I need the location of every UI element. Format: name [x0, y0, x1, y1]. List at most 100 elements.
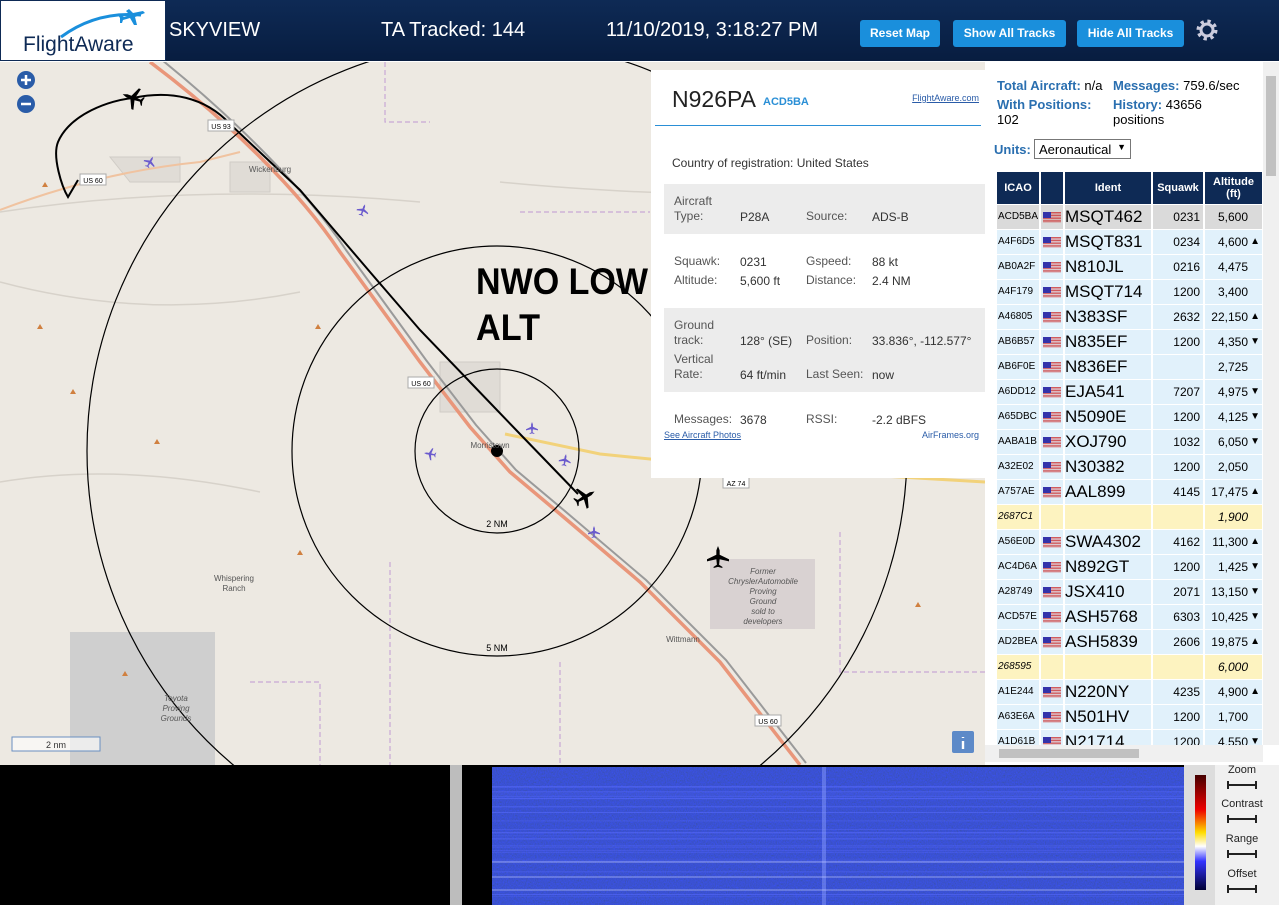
- table-cell[interactable]: 4,600 ▲: [1205, 230, 1262, 254]
- zoom-controls[interactable]: [17, 71, 35, 113]
- table-cell[interactable]: 2,050: [1205, 455, 1262, 479]
- aircraft-marker[interactable]: [588, 526, 600, 538]
- table-cell[interactable]: 1200: [1153, 555, 1203, 579]
- table-cell[interactable]: 1032: [1153, 430, 1203, 454]
- table-cell[interactable]: 4,975 ▼: [1205, 380, 1262, 404]
- table-cell[interactable]: 10,425 ▼: [1205, 605, 1262, 629]
- table-cell[interactable]: 1,900: [1205, 505, 1262, 529]
- logo[interactable]: FlightAware: [0, 0, 166, 61]
- table-cell[interactable]: A28749: [997, 580, 1039, 604]
- table-cell[interactable]: A4F179: [997, 280, 1039, 304]
- scroll-thumb[interactable]: [1266, 76, 1276, 176]
- table-cell[interactable]: [1041, 305, 1063, 329]
- table-cell[interactable]: 0234: [1153, 230, 1203, 254]
- table-cell[interactable]: [1041, 580, 1063, 604]
- aircraft-marker[interactable]: [355, 202, 370, 217]
- airframes-link[interactable]: AirFrames.org: [921, 430, 979, 440]
- table-cell[interactable]: 6,000: [1205, 655, 1262, 679]
- table-cell[interactable]: [1041, 530, 1063, 554]
- table-cell[interactable]: 4,125 ▼: [1205, 405, 1262, 429]
- table-cell[interactable]: [1041, 405, 1063, 429]
- table-cell[interactable]: 1200: [1153, 455, 1203, 479]
- column-header[interactable]: Squawk: [1153, 172, 1203, 204]
- table-cell[interactable]: 2,725: [1205, 355, 1262, 379]
- table-cell[interactable]: 0216: [1153, 255, 1203, 279]
- table-cell[interactable]: 6303: [1153, 605, 1203, 629]
- table-cell[interactable]: [1041, 505, 1063, 529]
- aircraft-marker[interactable]: [119, 84, 147, 112]
- column-header[interactable]: Altitude (ft): [1205, 172, 1262, 204]
- aircraft-marker[interactable]: [423, 447, 437, 461]
- settings-icon[interactable]: [1195, 18, 1219, 42]
- column-header[interactable]: ICAO: [997, 172, 1039, 204]
- table-cell[interactable]: 3,400: [1205, 280, 1262, 304]
- table-cell[interactable]: [1041, 730, 1063, 745]
- table-cell[interactable]: AD2BEA: [997, 630, 1039, 654]
- table-cell[interactable]: [1041, 355, 1063, 379]
- aircraft-marker[interactable]: [142, 154, 158, 170]
- table-cell[interactable]: ACD57E: [997, 605, 1039, 629]
- table-cell[interactable]: [1041, 705, 1063, 729]
- table-cell[interactable]: A56E0D: [997, 530, 1039, 554]
- aircraft-marker[interactable]: [558, 453, 572, 467]
- table-cell[interactable]: EJA541: [1065, 380, 1151, 404]
- table-cell[interactable]: 4162: [1153, 530, 1203, 554]
- hide-tracks-button[interactable]: Hide All Tracks: [1077, 20, 1184, 47]
- table-cell[interactable]: [1153, 355, 1203, 379]
- table-cell[interactable]: 6,050 ▼: [1205, 430, 1262, 454]
- table-cell[interactable]: N501HV: [1065, 705, 1151, 729]
- table-cell[interactable]: [1041, 255, 1063, 279]
- horizontal-scrollbar[interactable]: [985, 745, 1263, 762]
- table-cell[interactable]: ASH5768: [1065, 605, 1151, 629]
- table-cell[interactable]: 11,300 ▲: [1205, 530, 1262, 554]
- table-cell[interactable]: 2632: [1153, 305, 1203, 329]
- table-cell[interactable]: [1041, 455, 1063, 479]
- table-cell[interactable]: [1041, 680, 1063, 704]
- table-cell[interactable]: A757AE: [997, 480, 1039, 504]
- table-cell[interactable]: MSQT831: [1065, 230, 1151, 254]
- table-cell[interactable]: N836EF: [1065, 355, 1151, 379]
- table-cell[interactable]: 1,700: [1205, 705, 1262, 729]
- show-tracks-button[interactable]: Show All Tracks: [953, 20, 1066, 47]
- table-cell[interactable]: AABA1B: [997, 430, 1039, 454]
- table-cell[interactable]: 1200: [1153, 730, 1203, 745]
- table-cell[interactable]: N30382: [1065, 455, 1151, 479]
- table-cell[interactable]: [1153, 655, 1203, 679]
- table-cell[interactable]: AAL899: [1065, 480, 1151, 504]
- table-cell[interactable]: SWA4302: [1065, 530, 1151, 554]
- table-cell[interactable]: A1D61B: [997, 730, 1039, 745]
- table-cell[interactable]: A65DBC: [997, 405, 1039, 429]
- table-cell[interactable]: ACD5BA: [997, 205, 1039, 229]
- table-cell[interactable]: [1041, 205, 1063, 229]
- table-cell[interactable]: [1041, 280, 1063, 304]
- units-select[interactable]: Aeronautical ▼: [1034, 139, 1131, 159]
- table-cell[interactable]: 1,425 ▼: [1205, 555, 1262, 579]
- table-cell[interactable]: [1041, 380, 1063, 404]
- table-cell[interactable]: 7207: [1153, 380, 1203, 404]
- photos-link[interactable]: See Aircraft Photos: [664, 430, 742, 440]
- table-cell[interactable]: 2071: [1153, 580, 1203, 604]
- table-cell[interactable]: [1041, 430, 1063, 454]
- table-cell[interactable]: N835EF: [1065, 330, 1151, 354]
- table-cell[interactable]: N892GT: [1065, 555, 1151, 579]
- table-cell[interactable]: 5,600: [1205, 205, 1262, 229]
- table-cell[interactable]: XOJ790: [1065, 430, 1151, 454]
- table-cell[interactable]: 4,900 ▲: [1205, 680, 1262, 704]
- table-cell[interactable]: 2687C1: [997, 505, 1039, 529]
- column-header[interactable]: [1041, 172, 1063, 204]
- aircraft-marker[interactable]: [526, 422, 538, 434]
- table-cell[interactable]: [1041, 605, 1063, 629]
- table-cell[interactable]: 4,350 ▼: [1205, 330, 1262, 354]
- slider[interactable]: [1227, 815, 1257, 823]
- table-cell[interactable]: [1041, 630, 1063, 654]
- table-cell[interactable]: N810JL: [1065, 255, 1151, 279]
- slider[interactable]: [1227, 850, 1257, 858]
- table-cell[interactable]: N5090E: [1065, 405, 1151, 429]
- table-cell[interactable]: 1200: [1153, 705, 1203, 729]
- table-cell[interactable]: JSX410: [1065, 580, 1151, 604]
- table-cell[interactable]: 268595: [997, 655, 1039, 679]
- table-cell[interactable]: [1065, 505, 1151, 529]
- vertical-scrollbar[interactable]: [1263, 62, 1279, 745]
- table-cell[interactable]: AC4D6A: [997, 555, 1039, 579]
- table-cell[interactable]: MSQT462: [1065, 205, 1151, 229]
